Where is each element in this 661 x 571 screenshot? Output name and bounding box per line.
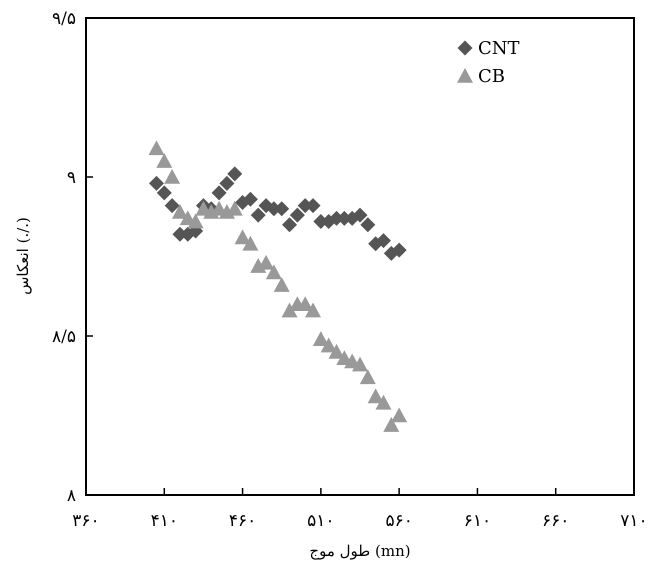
legend-marker-cb [457,68,473,83]
y-tick-label: ۸/۵ [52,327,76,347]
cnt-point [352,207,368,223]
y-tick-label: ۹/۵ [52,9,76,29]
cb-point [171,203,188,219]
cnt-point [211,185,227,201]
legend-item-cnt: CNT [457,38,520,59]
x-tick-label: ۴۶۰ [229,511,256,531]
cb-point [258,254,275,270]
cnt-point [219,175,235,191]
cnt-point [329,210,345,226]
cnt-point [156,185,172,201]
cb-point [367,388,384,404]
cnt-point [375,233,391,249]
cnt-point [250,207,266,223]
x-tick-label: ۵۱۰ [307,511,334,531]
cb-point [391,407,408,423]
cnt-point [172,226,188,242]
cb-point [305,302,322,318]
cnt-point [305,198,321,214]
cb-point [281,302,298,318]
cnt-point [242,191,258,207]
cb-point [273,277,290,292]
y-tick-label: ۸ [67,486,76,506]
cnt-point [282,217,298,233]
y-axis-ticks: ۸ ۸/۵ ۹ ۹/۵ [52,9,93,506]
cnt-point [289,207,305,223]
cb-point [359,369,376,385]
cb-point [312,331,329,346]
cb-point [156,153,173,168]
x-tick-label: ۷۱۰ [620,511,647,531]
cb-point [375,394,392,410]
legend: CNT CB [457,38,520,87]
cnt-point [297,198,313,214]
x-tick-label: ۵۶۰ [385,511,412,531]
cb-point [297,296,314,311]
legend-label-cb: CB [478,66,505,87]
cnt-point [313,214,329,230]
cnt-point [148,175,164,191]
legend-marker-cnt [457,40,473,56]
y-tick-label: ۹ [67,168,76,188]
cb-point [148,140,165,156]
y-axis-title: انعکاس (./.) [14,217,32,295]
plot-frame [85,17,635,496]
x-tick-label: ۶۶۰ [542,511,569,531]
cb-point [265,264,282,280]
cb-point [234,229,251,245]
cnt-point [274,201,290,217]
cb-point [226,200,243,216]
data-points [148,140,408,432]
cb-point [320,337,337,353]
cb-point [352,356,368,372]
x-tick-label: ۶۱۰ [464,511,491,531]
cnt-point [336,210,352,226]
cb-point [383,417,400,432]
x-tick-label: ۳۶۰ [72,511,99,531]
cnt-point [266,201,282,217]
x-axis-title: طول موج (mn) [309,542,410,560]
cb-point [242,235,259,251]
cnt-point [227,166,243,182]
legend-item-cb: CB [457,66,505,87]
legend-label-cnt: CNT [478,38,520,59]
cnt-point [391,242,407,258]
x-tick-label: ۴۱۰ [151,511,178,531]
cb-point [328,343,345,359]
cnt-point [164,198,180,214]
cb-point [164,169,181,184]
cb-point [187,213,204,229]
cnt-point [360,217,376,233]
x-axis-ticks: ۳۶۰ ۴۱۰ ۴۶۰ ۵۱۰ ۵۶۰ ۶۱۰ ۶۶۰ ۷۱۰ [72,488,648,531]
